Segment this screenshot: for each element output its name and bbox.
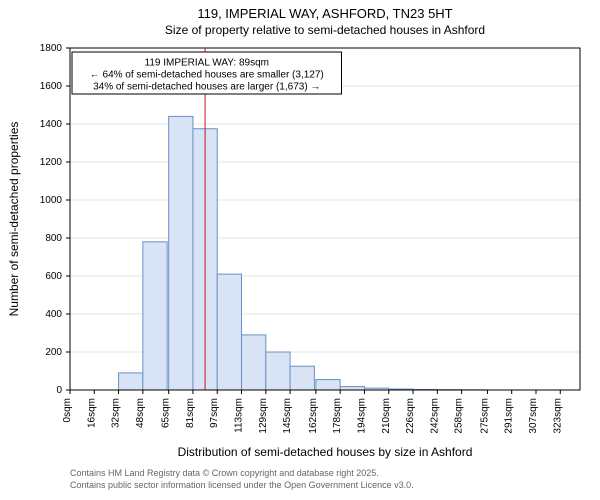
svg-text:129sqm: 129sqm — [258, 398, 269, 434]
svg-text:1000: 1000 — [40, 195, 63, 206]
svg-text:226sqm: 226sqm — [405, 398, 416, 434]
svg-text:1400: 1400 — [40, 119, 63, 130]
svg-text:16sqm: 16sqm — [86, 398, 97, 428]
svg-text:1800: 1800 — [40, 43, 63, 54]
histogram-bar — [217, 274, 241, 390]
svg-text:200: 200 — [45, 347, 62, 358]
svg-text:258sqm: 258sqm — [454, 398, 465, 434]
chart-subtitle: Size of property relative to semi-detach… — [165, 23, 485, 37]
svg-text:194sqm: 194sqm — [356, 398, 367, 434]
footer-line-2: Contains public sector information licen… — [70, 480, 414, 490]
svg-text:323sqm: 323sqm — [552, 398, 563, 434]
svg-text:178sqm: 178sqm — [332, 398, 343, 434]
footer-line-1: Contains HM Land Registry data © Crown c… — [70, 468, 379, 478]
svg-text:113sqm: 113sqm — [234, 398, 245, 433]
x-axis-label: Distribution of semi-detached houses by … — [178, 445, 473, 459]
svg-text:65sqm: 65sqm — [161, 398, 172, 428]
svg-text:97sqm: 97sqm — [209, 398, 220, 428]
histogram-bar — [242, 335, 266, 390]
svg-text:1600: 1600 — [40, 81, 63, 92]
histogram-bar — [290, 366, 314, 390]
histogram-bar — [143, 242, 167, 390]
svg-text:210sqm: 210sqm — [381, 398, 392, 434]
svg-text:0: 0 — [56, 385, 62, 396]
svg-text:291sqm: 291sqm — [504, 398, 515, 434]
y-axis-label: Number of semi-detached properties — [7, 122, 21, 317]
svg-text:800: 800 — [45, 233, 62, 244]
svg-text:48sqm: 48sqm — [135, 398, 146, 428]
svg-text:600: 600 — [45, 271, 62, 282]
histogram-bar — [316, 380, 340, 390]
svg-text:145sqm: 145sqm — [282, 398, 293, 434]
svg-text:242sqm: 242sqm — [429, 398, 440, 434]
histogram-bar — [169, 116, 193, 390]
svg-text:162sqm: 162sqm — [308, 398, 319, 434]
marker-annotation-line: ← 64% of semi-detached houses are smalle… — [90, 70, 324, 81]
svg-text:32sqm: 32sqm — [111, 398, 122, 428]
histogram-bar — [266, 352, 290, 390]
marker-annotation-line: 119 IMPERIAL WAY: 89sqm — [145, 58, 270, 69]
svg-text:400: 400 — [45, 309, 62, 320]
svg-text:0sqm: 0sqm — [62, 398, 73, 422]
svg-text:81sqm: 81sqm — [185, 398, 196, 428]
property-size-histogram: 0 200 400 600 800 1000 1200 1400 1600 1800 0sqm 16s… — [0, 0, 600, 500]
svg-text:1200: 1200 — [40, 157, 63, 168]
marker-annotation-line: 34% of semi-detached houses are larger (… — [93, 82, 320, 93]
histogram-bar — [119, 373, 143, 390]
svg-text:275sqm: 275sqm — [479, 398, 490, 434]
chart-title: 119, IMPERIAL WAY, ASHFORD, TN23 5HT — [197, 6, 452, 21]
svg-text:307sqm: 307sqm — [528, 398, 539, 434]
histogram-bar — [340, 387, 364, 390]
